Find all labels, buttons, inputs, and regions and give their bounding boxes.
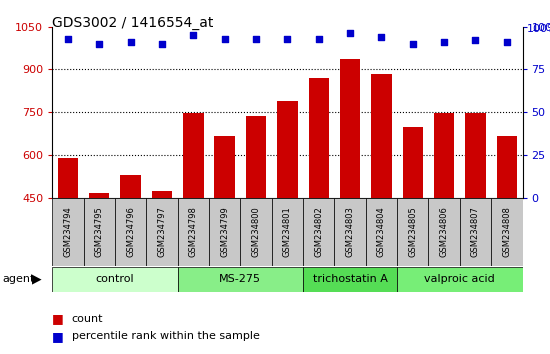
- Point: [126, 39, 135, 45]
- Bar: [152, 191, 172, 198]
- Point: [408, 41, 417, 46]
- Point: [283, 36, 292, 41]
- Bar: [272, 198, 303, 266]
- Bar: [58, 158, 78, 198]
- Bar: [303, 198, 334, 266]
- Point: [251, 36, 261, 41]
- Point: [63, 36, 73, 41]
- Bar: [334, 198, 366, 266]
- Text: agent: agent: [3, 274, 35, 284]
- Text: GSM234808: GSM234808: [502, 206, 512, 257]
- Bar: [340, 59, 360, 198]
- Text: GSM234802: GSM234802: [314, 206, 323, 257]
- Bar: [434, 113, 454, 198]
- Bar: [403, 127, 423, 198]
- Text: GSM234800: GSM234800: [251, 206, 261, 257]
- Bar: [178, 198, 209, 266]
- Text: count: count: [72, 314, 103, 324]
- Bar: [465, 113, 486, 198]
- Point: [345, 30, 354, 36]
- Point: [95, 41, 103, 46]
- Bar: [371, 74, 392, 198]
- Text: valproic acid: valproic acid: [425, 274, 495, 284]
- Bar: [52, 198, 84, 266]
- Point: [220, 36, 229, 41]
- Text: GSM234803: GSM234803: [345, 206, 355, 257]
- Bar: [115, 198, 146, 266]
- Bar: [120, 175, 141, 198]
- Bar: [183, 113, 204, 198]
- Bar: [397, 267, 522, 292]
- Text: GSM234804: GSM234804: [377, 206, 386, 257]
- Text: GSM234805: GSM234805: [408, 206, 417, 257]
- Text: GSM234799: GSM234799: [220, 206, 229, 257]
- Bar: [146, 198, 178, 266]
- Point: [314, 36, 323, 41]
- Text: ▶: ▶: [32, 273, 42, 286]
- Bar: [178, 267, 303, 292]
- Text: GSM234796: GSM234796: [126, 206, 135, 257]
- Text: GSM234797: GSM234797: [157, 206, 167, 257]
- Bar: [303, 267, 397, 292]
- Text: GSM234794: GSM234794: [63, 206, 73, 257]
- Text: trichostatin A: trichostatin A: [312, 274, 388, 284]
- Text: GDS3002 / 1416554_at: GDS3002 / 1416554_at: [52, 16, 213, 30]
- Point: [440, 39, 449, 45]
- Text: GSM234798: GSM234798: [189, 206, 198, 257]
- Point: [157, 41, 166, 46]
- Text: ■: ■: [52, 330, 64, 343]
- Text: ■: ■: [52, 312, 64, 325]
- Bar: [491, 198, 522, 266]
- Bar: [460, 198, 491, 266]
- Bar: [309, 78, 329, 198]
- Bar: [366, 198, 397, 266]
- Bar: [52, 267, 178, 292]
- Text: control: control: [96, 274, 134, 284]
- Bar: [246, 116, 266, 198]
- Bar: [397, 198, 428, 266]
- Bar: [84, 198, 115, 266]
- Bar: [209, 198, 240, 266]
- Text: GSM234807: GSM234807: [471, 206, 480, 257]
- Text: MS-275: MS-275: [219, 274, 261, 284]
- Bar: [240, 198, 272, 266]
- Text: GSM234801: GSM234801: [283, 206, 292, 257]
- Point: [189, 32, 198, 38]
- Point: [503, 39, 512, 45]
- Bar: [497, 136, 517, 198]
- Bar: [428, 198, 460, 266]
- Bar: [277, 101, 298, 198]
- Text: percentile rank within the sample: percentile rank within the sample: [72, 331, 260, 341]
- Text: GSM234806: GSM234806: [439, 206, 449, 257]
- Bar: [214, 136, 235, 198]
- Point: [377, 34, 386, 40]
- Bar: [89, 193, 109, 198]
- Text: GSM234795: GSM234795: [95, 206, 104, 257]
- Text: 100%: 100%: [527, 24, 550, 34]
- Point: [471, 38, 480, 43]
